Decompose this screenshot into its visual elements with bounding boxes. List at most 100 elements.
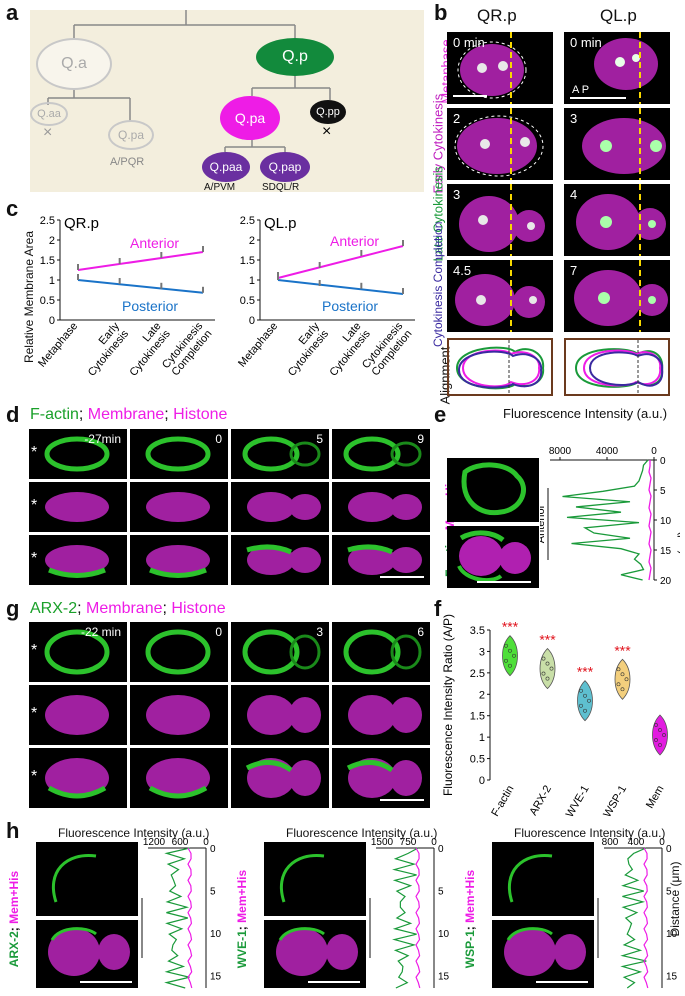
- panel-f-violin-1: [539, 648, 556, 690]
- qpp-death-mark: ×: [322, 123, 332, 140]
- time-b-qr-2: 3: [453, 187, 461, 202]
- panel-f-ytick-label-4: 2: [479, 689, 485, 701]
- panel-c-ytick-label-1-0: 0: [249, 315, 255, 327]
- gridD-time-0: -27min: [84, 432, 121, 446]
- node-qpp: Q.pp: [310, 100, 346, 124]
- panel-h: Fluorescence Intensity (a.u.) ARX-2; Mem+…: [0, 822, 685, 994]
- micro-b-ql-2: 4: [564, 184, 670, 256]
- panel-h-micro-bottom-2: [492, 920, 594, 988]
- panel-d-title-sep1: ;: [78, 406, 88, 423]
- gridD-cell-2-2: [231, 535, 329, 585]
- panel-label-d: d: [6, 402, 20, 427]
- panel-f-dot-0-0: [504, 643, 508, 648]
- panel-h-ytick-0-0: 0: [210, 844, 216, 855]
- gridD-cell-1-0: *: [29, 482, 127, 532]
- node-qpp-label: Q.pp: [316, 106, 340, 118]
- panel-c-chart-0: QR.p 0 0.5 1 1.5 2 2.5 Anterior Posterior Metapha…: [36, 215, 215, 379]
- panel-e-anterior-label: Anterior: [540, 504, 547, 543]
- alignment-qr: [447, 338, 553, 396]
- panel-h-green-0: [164, 847, 191, 989]
- panel-label-a: a: [6, 0, 19, 25]
- gridG-time-1: 0: [215, 625, 222, 639]
- node-qpa-left-label: Q.pa: [117, 128, 144, 142]
- panel-c-xtick-1-3: CytokinesisCompletion: [360, 320, 415, 379]
- panel-g-title-arx2: ARX-2: [30, 600, 78, 617]
- gridG-cell-0-0: -22 min *: [29, 622, 127, 682]
- panel-d-title: F-actin; Membrane; Histone: [30, 406, 227, 424]
- panel-h-ytick-0-2: 10: [210, 929, 222, 940]
- panel-c-line-0-1: [77, 279, 204, 294]
- panel-f-ytick-label-3: 1.5: [470, 711, 485, 723]
- panel-f-dot-2-0: [579, 688, 583, 693]
- panel-h-side-sep-0: ;: [7, 923, 21, 932]
- panel-f-dot-0-1: [508, 648, 512, 653]
- gridD-cell-0-3: 9: [332, 429, 430, 479]
- panel-h-ytick-1-0: 0: [438, 844, 444, 855]
- gridD-cell-0-0: -27min *: [29, 429, 127, 479]
- panel-f-dot-0-3: [504, 658, 508, 663]
- panel-h-side-green-2: WSP-1: [463, 930, 477, 969]
- panel-f-dot-1-4: [545, 676, 550, 681]
- panel-h-magenta-0: [187, 847, 193, 989]
- gridG-time-0: -22 min: [80, 625, 121, 639]
- panel-h-xtick-0-1: 600: [172, 837, 189, 848]
- panel-label-f: f: [434, 596, 442, 621]
- micro-b-ql-0: 0 min A P: [564, 32, 670, 104]
- panel-h-side-green-0: ARX-2: [7, 931, 21, 968]
- panel-f-dot-3-0: [616, 667, 621, 672]
- panel-c-chart-title-0: QR.p: [64, 215, 99, 232]
- panel-h-ytick-2-0: 0: [666, 844, 672, 855]
- panel-f-dot-0-4: [508, 663, 512, 668]
- panel-c-xtick-0-3: CytokinesisCompletion: [160, 320, 215, 379]
- gridG-cell-1-3: [332, 685, 430, 745]
- panel-c-ytick-label-1-3: 1.5: [240, 255, 255, 267]
- panel-label-g: g: [6, 596, 20, 621]
- panel-f-sig-2: ***: [577, 664, 594, 680]
- panel-c-ytick-label-0-1: 0.5: [40, 295, 55, 307]
- panel-c-anterior-0: Anterior: [130, 235, 179, 251]
- panel-e-ytick-label-3: 15: [660, 546, 672, 557]
- node-qpa: Q.pa: [220, 96, 280, 140]
- gridG-cell-1-0: *: [29, 685, 127, 745]
- node-qpa-left: Q.pa: [108, 120, 154, 150]
- panel-h-xtick-1-2: 0: [431, 837, 437, 848]
- panel-e-ytick-label-0: 0: [660, 456, 666, 467]
- panel-f-dot-2-2: [587, 698, 591, 703]
- panel-h-ytick-2-3: 15: [666, 971, 678, 982]
- panel-e-xtick-label-0: 8000: [549, 446, 572, 457]
- fate-sdql: SDQL/R: [262, 182, 300, 193]
- gridD-cell-1-1: [130, 482, 228, 532]
- panel-f-xlabel-0: F-actin: [489, 784, 516, 819]
- panel-h-xtick-1-1: 750: [400, 837, 417, 848]
- panel-c-ytick-label-0-2: 1: [49, 275, 55, 287]
- time-b-ql-2: 4: [570, 187, 578, 202]
- panel-h-profile-0: 1200 600 00 5 10 15: [141, 837, 222, 989]
- panel-h-side-label-0: ARX-2; Mem+His: [7, 869, 21, 969]
- panel-c-ytick-label-0-3: 1.5: [40, 255, 55, 267]
- gridG-star-1: *: [31, 705, 38, 722]
- gridG-cell-2-3: [332, 748, 430, 808]
- panel-h-side-label-2: WSP-1; Mem+His: [463, 869, 477, 969]
- gridD-cell-2-0: *: [29, 535, 127, 585]
- panel-f-xlabel-1: ARX-2: [528, 784, 555, 818]
- time-b-qr-3: 4.5: [453, 263, 472, 278]
- panel-f-dot-2-4: [583, 708, 587, 713]
- panel-c-xtick-1-0: Metaphase: [236, 320, 280, 369]
- alignment-ql: [564, 338, 670, 396]
- micro-b-qr-1: 2: [447, 108, 553, 180]
- micro-b-ql-3: 7: [564, 260, 670, 332]
- panel-f-violin-3: [614, 658, 631, 700]
- gridG-cell-0-2: 3: [231, 622, 329, 682]
- panel-c-posterior-0: Posterior: [122, 298, 178, 314]
- panel-h-ytick-2-2: 10: [666, 929, 678, 940]
- panel-f-dot-3-3: [616, 682, 621, 687]
- panel-c-xtick-0-0: Metaphase: [36, 320, 80, 369]
- micro-e-top: [447, 458, 539, 522]
- panel-e-xtick-label-1: 4000: [596, 446, 619, 457]
- lineage-lines: [47, 10, 331, 152]
- fate-apvm: A/PVM: [204, 182, 236, 193]
- panel-h-side-sep-2: ;: [463, 922, 477, 931]
- panel-g-title-sep2: ;: [162, 600, 172, 617]
- gridD-cell-1-3: [332, 482, 430, 532]
- gridG-cell-2-1: [130, 748, 228, 808]
